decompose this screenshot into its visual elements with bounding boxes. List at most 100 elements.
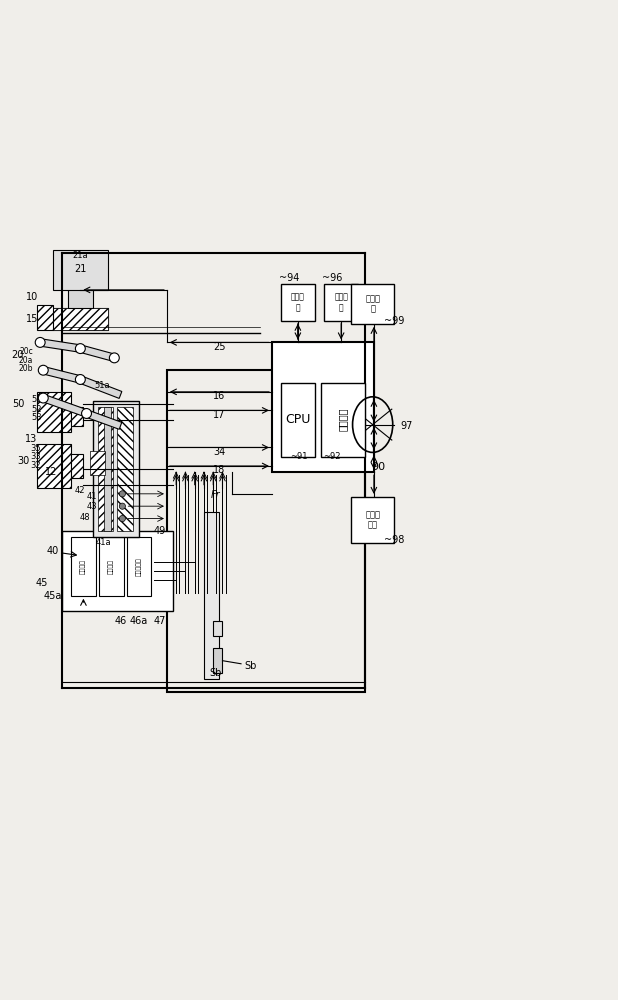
FancyBboxPatch shape xyxy=(37,305,53,330)
Polygon shape xyxy=(43,367,81,383)
Text: 51a: 51a xyxy=(94,381,110,390)
Text: ~98: ~98 xyxy=(384,535,404,545)
Circle shape xyxy=(82,409,91,418)
Text: 16: 16 xyxy=(213,391,226,401)
Text: CPU: CPU xyxy=(285,413,311,426)
Text: 50: 50 xyxy=(12,399,25,409)
Text: 15: 15 xyxy=(26,314,38,324)
Text: ~99: ~99 xyxy=(384,316,404,326)
FancyBboxPatch shape xyxy=(324,284,358,321)
Text: 计量马达: 计量马达 xyxy=(80,559,87,574)
Text: 40: 40 xyxy=(46,546,59,556)
Polygon shape xyxy=(40,339,81,352)
Text: 输入装
置: 输入装 置 xyxy=(291,293,305,312)
Text: 46a: 46a xyxy=(130,616,148,626)
Text: 18: 18 xyxy=(213,465,226,475)
FancyBboxPatch shape xyxy=(127,537,151,596)
FancyBboxPatch shape xyxy=(167,370,365,692)
Text: 33: 33 xyxy=(30,452,41,461)
FancyBboxPatch shape xyxy=(53,308,108,330)
Text: 32: 32 xyxy=(30,461,41,470)
Circle shape xyxy=(109,353,119,363)
Text: 管理服
务器: 管理服 务器 xyxy=(365,510,380,529)
Text: ~94: ~94 xyxy=(279,273,299,283)
Text: 41: 41 xyxy=(87,492,96,501)
Circle shape xyxy=(119,515,125,522)
FancyBboxPatch shape xyxy=(37,392,71,432)
Text: 90: 90 xyxy=(371,462,385,472)
Circle shape xyxy=(119,491,125,497)
Text: 45: 45 xyxy=(36,578,48,588)
FancyBboxPatch shape xyxy=(98,407,113,531)
FancyBboxPatch shape xyxy=(37,444,71,488)
FancyBboxPatch shape xyxy=(321,383,365,457)
FancyBboxPatch shape xyxy=(53,250,108,290)
FancyBboxPatch shape xyxy=(104,407,111,531)
Text: 41a: 41a xyxy=(96,538,112,547)
FancyBboxPatch shape xyxy=(281,383,315,457)
FancyBboxPatch shape xyxy=(351,497,394,543)
FancyBboxPatch shape xyxy=(272,342,374,472)
Text: 30: 30 xyxy=(17,456,30,466)
Text: 43: 43 xyxy=(86,502,97,511)
Text: 48: 48 xyxy=(80,513,91,522)
FancyBboxPatch shape xyxy=(213,621,222,636)
FancyBboxPatch shape xyxy=(93,401,139,537)
Text: Sb: Sb xyxy=(209,668,221,678)
Text: 存储介质: 存储介质 xyxy=(338,408,348,431)
Text: Sb: Sb xyxy=(244,661,256,671)
FancyBboxPatch shape xyxy=(71,537,96,596)
Circle shape xyxy=(38,365,48,375)
Circle shape xyxy=(75,375,85,384)
FancyBboxPatch shape xyxy=(351,284,394,324)
Text: 42: 42 xyxy=(75,486,85,495)
Text: 21: 21 xyxy=(74,264,87,274)
FancyBboxPatch shape xyxy=(204,512,219,679)
FancyBboxPatch shape xyxy=(62,531,173,611)
Text: 47: 47 xyxy=(153,616,166,626)
Text: 35: 35 xyxy=(30,444,41,453)
FancyBboxPatch shape xyxy=(117,407,133,531)
Circle shape xyxy=(119,503,125,509)
Circle shape xyxy=(35,337,45,347)
Text: 49: 49 xyxy=(153,526,166,536)
Text: 12: 12 xyxy=(44,467,57,477)
Text: 97: 97 xyxy=(400,421,413,431)
FancyBboxPatch shape xyxy=(281,284,315,321)
FancyBboxPatch shape xyxy=(53,308,108,330)
Text: Fr: Fr xyxy=(210,490,220,500)
FancyBboxPatch shape xyxy=(68,278,93,308)
FancyBboxPatch shape xyxy=(71,407,83,426)
Polygon shape xyxy=(79,376,122,398)
Text: 注射马达: 注射马达 xyxy=(108,559,114,574)
FancyBboxPatch shape xyxy=(99,537,124,596)
Circle shape xyxy=(38,393,48,403)
Text: ~96: ~96 xyxy=(323,273,342,283)
Text: 51: 51 xyxy=(32,395,42,404)
Text: 34: 34 xyxy=(213,447,226,457)
Circle shape xyxy=(75,344,85,354)
Text: 压力检测器: 压力检测器 xyxy=(136,557,142,576)
Text: 52: 52 xyxy=(32,405,42,414)
Text: 53: 53 xyxy=(32,413,43,422)
Text: 20: 20 xyxy=(11,350,23,360)
FancyBboxPatch shape xyxy=(90,451,105,475)
Text: 46: 46 xyxy=(114,616,127,626)
Text: 17: 17 xyxy=(213,410,226,420)
Text: 20a: 20a xyxy=(19,356,33,365)
Text: 输出装
置: 输出装 置 xyxy=(334,293,348,312)
Text: 45a: 45a xyxy=(43,591,62,601)
Polygon shape xyxy=(85,410,122,429)
Polygon shape xyxy=(79,345,116,361)
Polygon shape xyxy=(42,395,88,417)
Text: ~91: ~91 xyxy=(290,452,308,461)
Text: 10: 10 xyxy=(26,292,38,302)
Text: 25: 25 xyxy=(213,342,226,352)
Text: 20b: 20b xyxy=(19,364,33,373)
Text: 13: 13 xyxy=(25,434,37,444)
Text: ~92: ~92 xyxy=(323,452,341,461)
Text: 接收终
端: 接收终 端 xyxy=(365,294,380,314)
Text: 21a: 21a xyxy=(72,251,88,260)
Text: 20c: 20c xyxy=(19,347,33,356)
FancyBboxPatch shape xyxy=(71,454,83,478)
